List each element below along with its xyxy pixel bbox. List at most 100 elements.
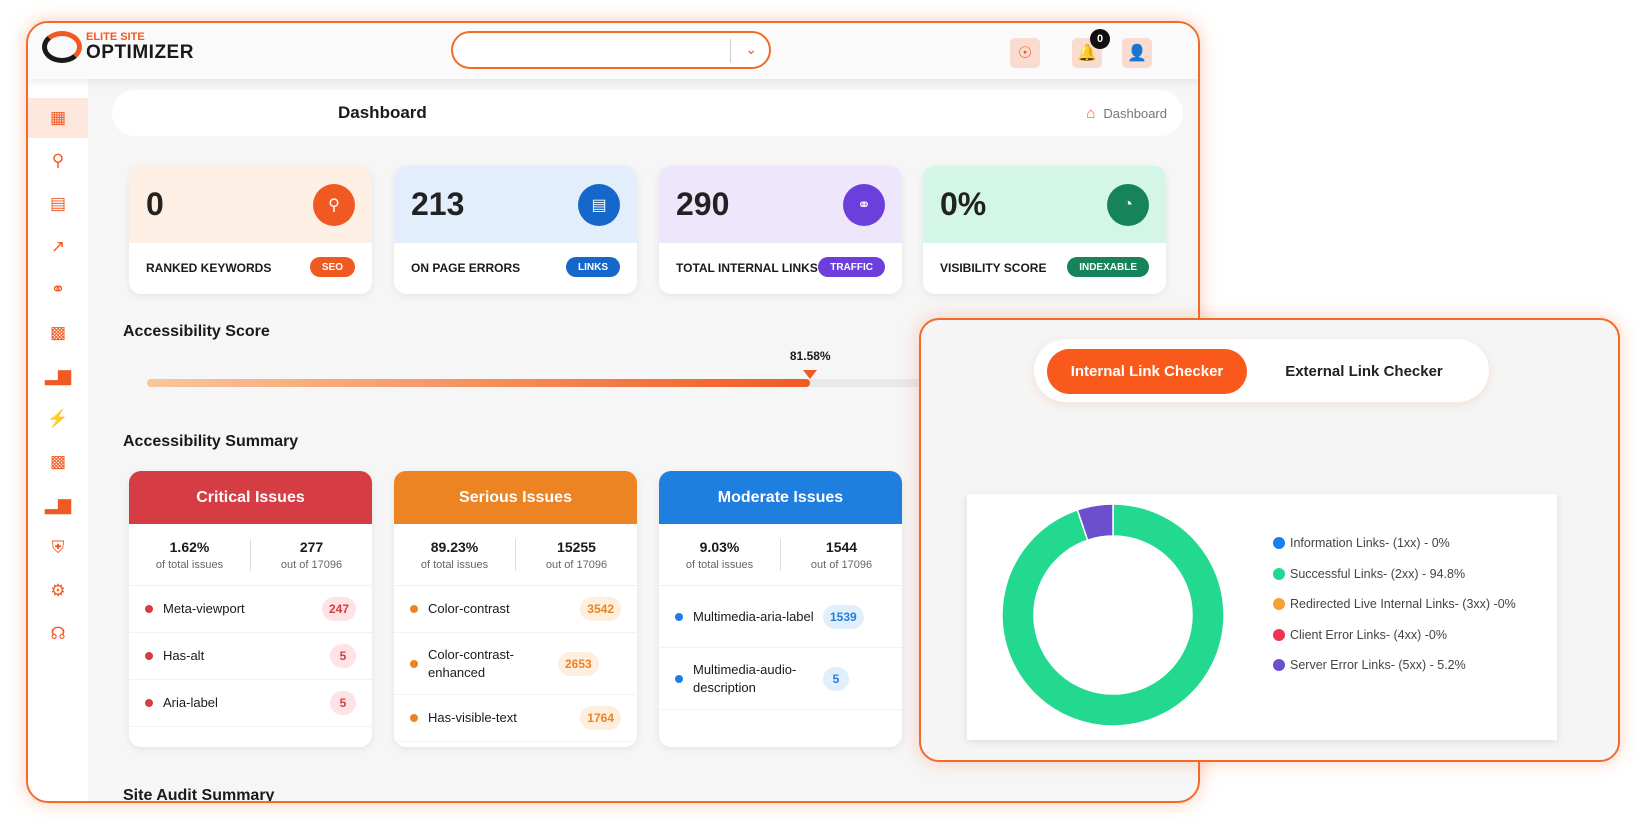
stats-icon[interactable]: ▂▆	[44, 495, 72, 514]
issue-summary: 9.03% of total issues 1544 out of 17096	[659, 524, 902, 586]
app-window: ELITE SITE OPTIMIZER ⌄ ☉ 🔔 0 👤 ▦ ⚲ ▤ ↗ ⚭ ▩ ▂▆ ⚡ ▩ ▂…	[26, 21, 1200, 803]
link-checker-toggle: Internal Link Checker External Link Chec…	[1034, 339, 1489, 402]
issue-row[interactable]: Multimedia-audio-description 5	[659, 648, 902, 710]
tab-internal-link-checker[interactable]: Internal Link Checker	[1047, 349, 1247, 394]
bell-icon[interactable]: 🔔 0	[1072, 29, 1110, 68]
legend-item[interactable]: Server Error Links- (5xx) - 5.2%	[1273, 650, 1516, 681]
chart-legend: Information Links- (1xx) - 0% Successful …	[1273, 528, 1516, 681]
analytics-icon[interactable]: ▩	[49, 452, 67, 471]
accessibility-score-bar: 81.58%	[147, 349, 960, 387]
issue-count: 15255	[557, 538, 596, 555]
donut-chart	[1001, 503, 1225, 727]
dashboard-icon[interactable]: ▦	[28, 98, 88, 138]
issue-name: Aria-label	[163, 695, 218, 710]
breadcrumb[interactable]: ⌂ Dashboard	[1086, 105, 1167, 122]
stat-card[interactable]: 0% ◔ VISIBILITY SCORE INDEXABLE	[923, 166, 1166, 294]
legend-item[interactable]: Redirected Live Internal Links- (3xx) -0…	[1273, 589, 1516, 620]
stat-card-top: 213 ▤	[394, 166, 637, 243]
dropdown-divider	[730, 39, 731, 63]
bullet-icon	[410, 605, 418, 613]
top-header: ELITE SITE OPTIMIZER ⌄ ☉ 🔔 0 👤	[28, 23, 1198, 79]
page-error-icon: ▤	[578, 184, 620, 226]
issue-percent: 1.62%	[169, 538, 210, 555]
issue-percent-label: of total issues	[685, 558, 754, 571]
link-icon[interactable]: ⚭	[50, 280, 66, 299]
notification-badge: 0	[1090, 29, 1110, 49]
gauge-icon: ◔	[1107, 184, 1149, 226]
legend-item[interactable]: Successful Links- (2xx) - 94.8%	[1273, 559, 1516, 590]
site-select-dropdown[interactable]: ⌄	[451, 31, 771, 69]
stat-tag: TRAFFIC	[818, 257, 885, 277]
issue-count-badge: 247	[321, 597, 356, 621]
accessibility-summary-title: Accessibility Summary	[123, 433, 299, 450]
stat-value: 213	[411, 186, 465, 222]
stat-tag: LINKS	[566, 257, 620, 277]
stat-tag: SEO	[309, 257, 355, 277]
issue-name: Meta-viewport	[163, 601, 245, 616]
bar-chart-icon[interactable]: ▂▆	[44, 366, 72, 385]
user-settings-icon[interactable]: 👤	[1122, 38, 1152, 68]
legend-label: Server Error Links- (5xx) - 5.2%	[1290, 658, 1466, 673]
support-icon[interactable]: ☉	[1010, 38, 1040, 68]
internal-link-icon: ⚭	[843, 184, 885, 226]
home-icon[interactable]: ⌂	[1086, 105, 1096, 122]
issue-summary: 89.23% of total issues 15255 out of 17096	[394, 524, 637, 586]
issue-count: 1544	[825, 538, 858, 555]
trending-icon[interactable]: ↗	[50, 237, 66, 256]
stat-card[interactable]: 0 ⚲ RANKED KEYWORDS SEO	[129, 166, 372, 294]
donut-slice[interactable]	[1076, 503, 1114, 542]
issue-percent-label: of total issues	[420, 558, 489, 571]
score-label: 81.58%	[789, 349, 831, 363]
stat-label: TOTAL INTERNAL LINKS	[676, 261, 818, 275]
issue-row[interactable]: Multimedia-aria-label 1539	[659, 586, 902, 648]
bolt-icon[interactable]: ⚡	[47, 409, 69, 428]
score-fill	[147, 379, 811, 387]
issue-count-label: out of 17096	[545, 558, 608, 571]
site-audit-title: Site Audit Summary	[123, 787, 275, 803]
legend-swatch-icon	[1273, 567, 1285, 580]
issue-row[interactable]: Has-visible-text 1764	[394, 695, 637, 742]
issue-row[interactable]: Aria-label 5	[129, 680, 372, 727]
report-icon[interactable]: ▩	[49, 323, 67, 342]
stat-card[interactable]: 290 ⚭ TOTAL INTERNAL LINKS TRAFFIC	[659, 166, 902, 294]
sidebar: ▦ ⚲ ▤ ↗ ⚭ ▩ ▂▆ ⚡ ▩ ▂▆ ⛨ ⚙ ☊	[28, 79, 88, 801]
logo-mark-icon	[42, 31, 82, 63]
bullet-icon	[145, 699, 153, 707]
headset-icon[interactable]: ☊	[50, 624, 66, 643]
issue-row[interactable]: Meta-viewport 247	[129, 586, 372, 633]
issue-card: Critical Issues 1.62% of total issues 277 ou…	[129, 471, 372, 747]
link-checker-panel: Internal Link Checker External Link Chec…	[919, 318, 1620, 762]
legend-swatch-icon	[1273, 537, 1285, 550]
shield-icon[interactable]: ⛨	[51, 538, 65, 557]
stat-label: ON PAGE ERRORS	[411, 261, 521, 275]
issue-count-label: out of 17096	[280, 558, 343, 571]
stat-label: VISIBILITY SCORE	[940, 261, 1047, 275]
issue-row[interactable]: Has-alt 5	[129, 633, 372, 680]
search-icon[interactable]: ⚲	[51, 151, 65, 170]
stat-card[interactable]: 213 ▤ ON PAGE ERRORS LINKS	[394, 166, 637, 294]
bullet-icon	[410, 714, 418, 722]
logo-text-bottom: OPTIMIZER	[86, 42, 194, 63]
logo-text-top: ELITE SITE	[86, 31, 145, 43]
issue-card-title: Critical Issues	[129, 471, 372, 524]
logo[interactable]: ELITE SITE OPTIMIZER	[42, 31, 194, 63]
issue-name: Multimedia-aria-label	[693, 608, 814, 624]
legend-label: Information Links- (1xx) - 0%	[1290, 536, 1450, 551]
issue-row[interactable]: Color-contrast-enhanced 2653	[394, 633, 637, 695]
legend-item[interactable]: Information Links- (1xx) - 0%	[1273, 528, 1516, 559]
stat-tag: INDEXABLE	[1067, 257, 1149, 277]
legend-swatch-icon	[1273, 659, 1285, 672]
issue-count-badge: 5	[330, 644, 356, 668]
chevron-down-icon[interactable]: ⌄	[745, 41, 757, 57]
document-icon[interactable]: ▤	[49, 194, 67, 213]
issue-card: Moderate Issues 9.03% of total issues 1544 o…	[659, 471, 902, 747]
donut-slice[interactable]	[1001, 503, 1225, 727]
legend-label: Successful Links- (2xx) - 94.8%	[1290, 566, 1466, 581]
breadcrumb-current: Dashboard	[1103, 106, 1167, 121]
issue-percent: 89.23%	[430, 538, 479, 555]
tab-external-link-checker[interactable]: External Link Checker	[1285, 363, 1443, 380]
issue-card-title: Moderate Issues	[659, 471, 902, 524]
issue-row[interactable]: Color-contrast 3542	[394, 586, 637, 633]
legend-item[interactable]: Client Error Links- (4xx) -0%	[1273, 620, 1516, 651]
settings-icon[interactable]: ⚙	[50, 581, 66, 600]
